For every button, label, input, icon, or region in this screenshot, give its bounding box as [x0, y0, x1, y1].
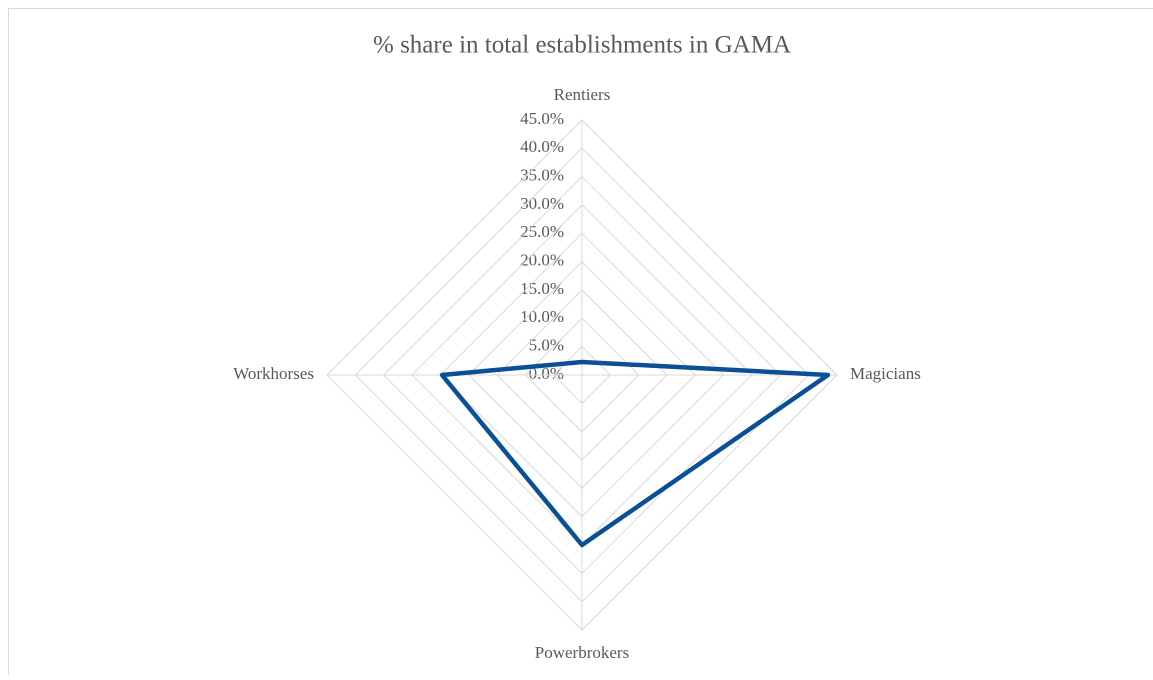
y-tick-label: 45.0% [520, 109, 564, 128]
chart-frame [9, 9, 1153, 676]
category-label: Rentiers [554, 85, 611, 104]
category-label: Magicians [850, 364, 921, 383]
chart-title: % share in total establishments in GAMA [373, 32, 791, 59]
category-label: Workhorses [233, 364, 314, 383]
category-label: Powerbrokers [535, 643, 629, 662]
y-tick-label: 40.0% [520, 137, 564, 156]
